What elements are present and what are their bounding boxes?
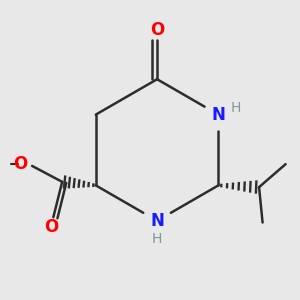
Text: N: N <box>212 106 225 124</box>
Text: N: N <box>150 212 164 230</box>
Text: H: H <box>152 232 162 246</box>
Text: O: O <box>44 218 59 236</box>
Text: O: O <box>13 155 28 173</box>
Text: O: O <box>150 21 164 39</box>
Text: H: H <box>230 101 241 115</box>
